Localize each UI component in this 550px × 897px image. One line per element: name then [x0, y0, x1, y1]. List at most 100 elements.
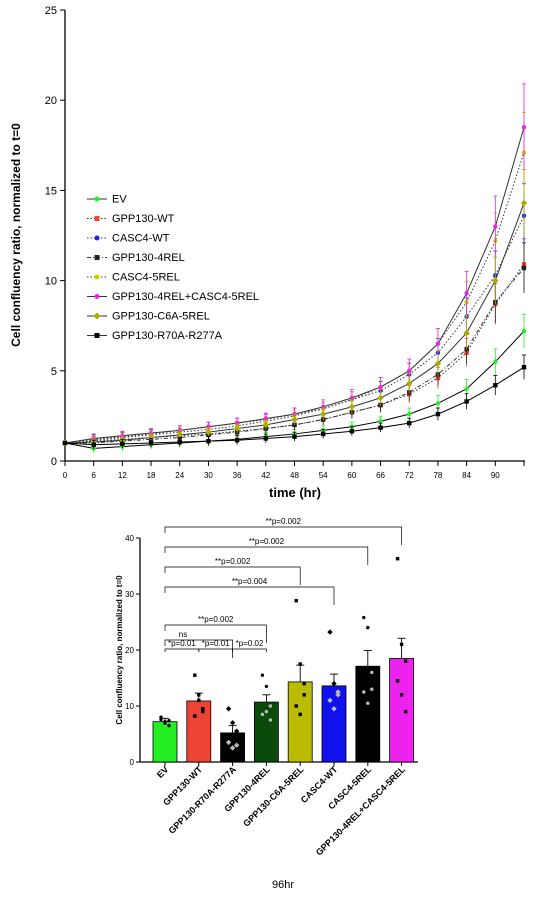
data-point — [177, 439, 182, 445]
data-point — [493, 224, 498, 229]
replicate-point — [335, 689, 341, 695]
replicate-point — [298, 712, 302, 717]
replicate-point — [302, 681, 306, 686]
replicate-point — [260, 712, 265, 717]
replicate-point — [331, 680, 337, 687]
data-point — [263, 416, 269, 421]
replicate-point — [403, 709, 408, 714]
bar-chart-category-labels: EVGPP130-WTGPP130-R70A-R277AGPP130-4RELG… — [155, 762, 407, 858]
significance-label: **p=0.002 — [249, 537, 285, 546]
bar-chart: 0 10 20 30 40 EVGPP130-WTGPP130-R70A-R277AGP… — [115, 517, 418, 891]
x-tick-label: 12 — [118, 471, 127, 480]
legend-label: GPP130-4REL — [112, 252, 185, 264]
data-point — [407, 420, 412, 426]
legend-item: EV — [87, 194, 127, 206]
bar-group — [389, 557, 415, 763]
replicate-point — [331, 706, 337, 712]
bracket-line — [164, 566, 301, 585]
replicate-point — [167, 718, 171, 723]
legend-swatch-marker — [93, 312, 101, 320]
legend-label: GPP130-4REL+CASC4-5REL — [112, 291, 259, 303]
significance-bracket: **p=0.002 — [164, 517, 402, 545]
data-point — [464, 399, 469, 404]
bar-chart-y-ticks: 0 10 20 30 40 — [125, 534, 140, 767]
bracket-line — [164, 546, 369, 565]
data-point — [434, 360, 442, 367]
replicate-point — [335, 692, 341, 698]
x-tick-label: 66 — [376, 471, 385, 480]
series-gpp130-4rel-casc4-5rel — [62, 83, 527, 446]
y-tick-label: 10 — [125, 702, 134, 711]
significance-bracket: **p=0.002 — [164, 615, 267, 643]
line-chart-legend: EV GPP130-WT CASC4-WT GPP130-4REL CASC4-5REL… — [87, 194, 259, 342]
significance-label: ns — [179, 630, 187, 639]
legend-swatch-marker — [94, 274, 100, 280]
significance-bracket: *p=0.02 — [232, 639, 267, 652]
replicate-point — [201, 709, 205, 714]
x-tick-label: 42 — [261, 471, 270, 480]
data-point — [463, 329, 470, 337]
data-point — [521, 364, 527, 370]
legend-item: CASC4-WT — [87, 233, 170, 245]
significance-label: **p=0.002 — [215, 557, 251, 566]
replicate-point — [201, 707, 205, 711]
data-point — [205, 428, 212, 436]
legend-swatch-marker — [94, 216, 100, 221]
significance-label: **p=0.002 — [266, 517, 302, 526]
data-point — [435, 401, 441, 406]
series-line — [64, 127, 525, 444]
replicate-point — [163, 721, 167, 726]
legend-item: GPP130-C6A-5REL — [87, 311, 210, 323]
replicate-point — [362, 690, 366, 694]
y-tick-label: 20 — [45, 95, 57, 107]
bar-group — [186, 673, 212, 763]
y-tick-label: 25 — [45, 5, 57, 17]
data-point — [120, 441, 125, 447]
category-label: EV — [155, 764, 171, 780]
bar-group — [355, 615, 381, 763]
bar-group — [321, 629, 347, 763]
data-point — [319, 410, 327, 418]
replicate-point — [197, 698, 201, 703]
data-point — [378, 419, 383, 424]
legend-label: GPP130-WT — [112, 213, 175, 225]
data-point — [378, 425, 383, 430]
category-label: GPP130-R70A-R277A — [167, 764, 239, 836]
data-point — [407, 368, 412, 373]
data-point — [407, 411, 412, 417]
bracket-line — [164, 526, 402, 545]
significance-bracket: *p=0.01 — [164, 639, 200, 652]
legend-label: CASC4-WT — [112, 233, 170, 245]
legend-swatch-marker — [94, 255, 100, 260]
replicate-point — [264, 684, 269, 689]
bar-group — [287, 599, 313, 763]
bar-chart-y-axis-title: Cell confluency ratio, normalized to t=0 — [115, 575, 124, 725]
significance-label: *p=0.02 — [236, 639, 264, 648]
replicate-point — [403, 659, 408, 663]
significance-label: *p=0.01 — [202, 639, 230, 648]
replicate-point — [159, 717, 163, 722]
data-point — [263, 436, 269, 441]
x-tick-label: 18 — [147, 471, 156, 480]
data-point — [378, 384, 383, 390]
replicate-point — [370, 687, 374, 691]
legend-label: GPP130-C6A-5REL — [112, 311, 210, 323]
replicate-point — [197, 693, 201, 697]
replicate-point — [294, 599, 298, 603]
bar-group — [152, 715, 178, 763]
line-chart: 0 5 10 15 20 25 0 6 12 18 24 30 36 42 48 54 60 66 72 78 84 9… — [9, 5, 528, 500]
x-tick-label: 48 — [290, 471, 299, 480]
data-point — [62, 440, 68, 446]
y-tick-label: 0 — [130, 758, 135, 767]
legend-item: GPP130-R70A-R277A — [87, 330, 223, 342]
data-point — [521, 125, 527, 130]
bar-chart-caption: 96hr — [272, 879, 294, 891]
y-tick-label: 20 — [125, 646, 134, 655]
line-chart-y-axis-title: Cell confluency ratio, normalized to t=0 — [9, 123, 23, 347]
data-point — [464, 386, 469, 392]
data-point — [176, 431, 183, 439]
replicate-point — [233, 742, 240, 748]
data-point — [234, 438, 240, 443]
y-tick-label: 10 — [45, 276, 57, 288]
x-tick-label: 78 — [433, 471, 442, 480]
